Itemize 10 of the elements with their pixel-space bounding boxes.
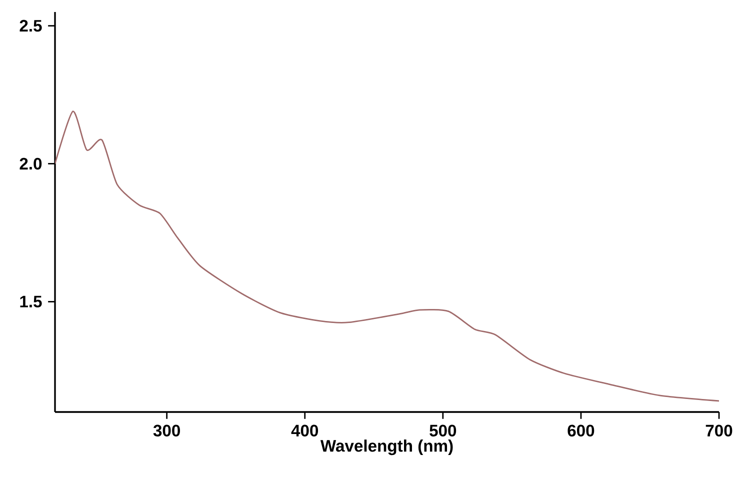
y-tick-label: 1.5	[20, 296, 42, 308]
x-tick-label: 400	[291, 424, 318, 436]
x-tick-label: 700	[706, 424, 732, 436]
x-tick-label: 600	[568, 424, 594, 436]
x-tick-label: 300	[153, 424, 180, 437]
y-tick-label: 2.0	[20, 158, 42, 170]
x-axis-title: Wavelength (nm)	[320, 440, 453, 456]
line-series	[55, 110, 720, 402]
y-tick-label: 2.5	[20, 20, 42, 32]
x-tick-label: 500	[430, 424, 456, 436]
